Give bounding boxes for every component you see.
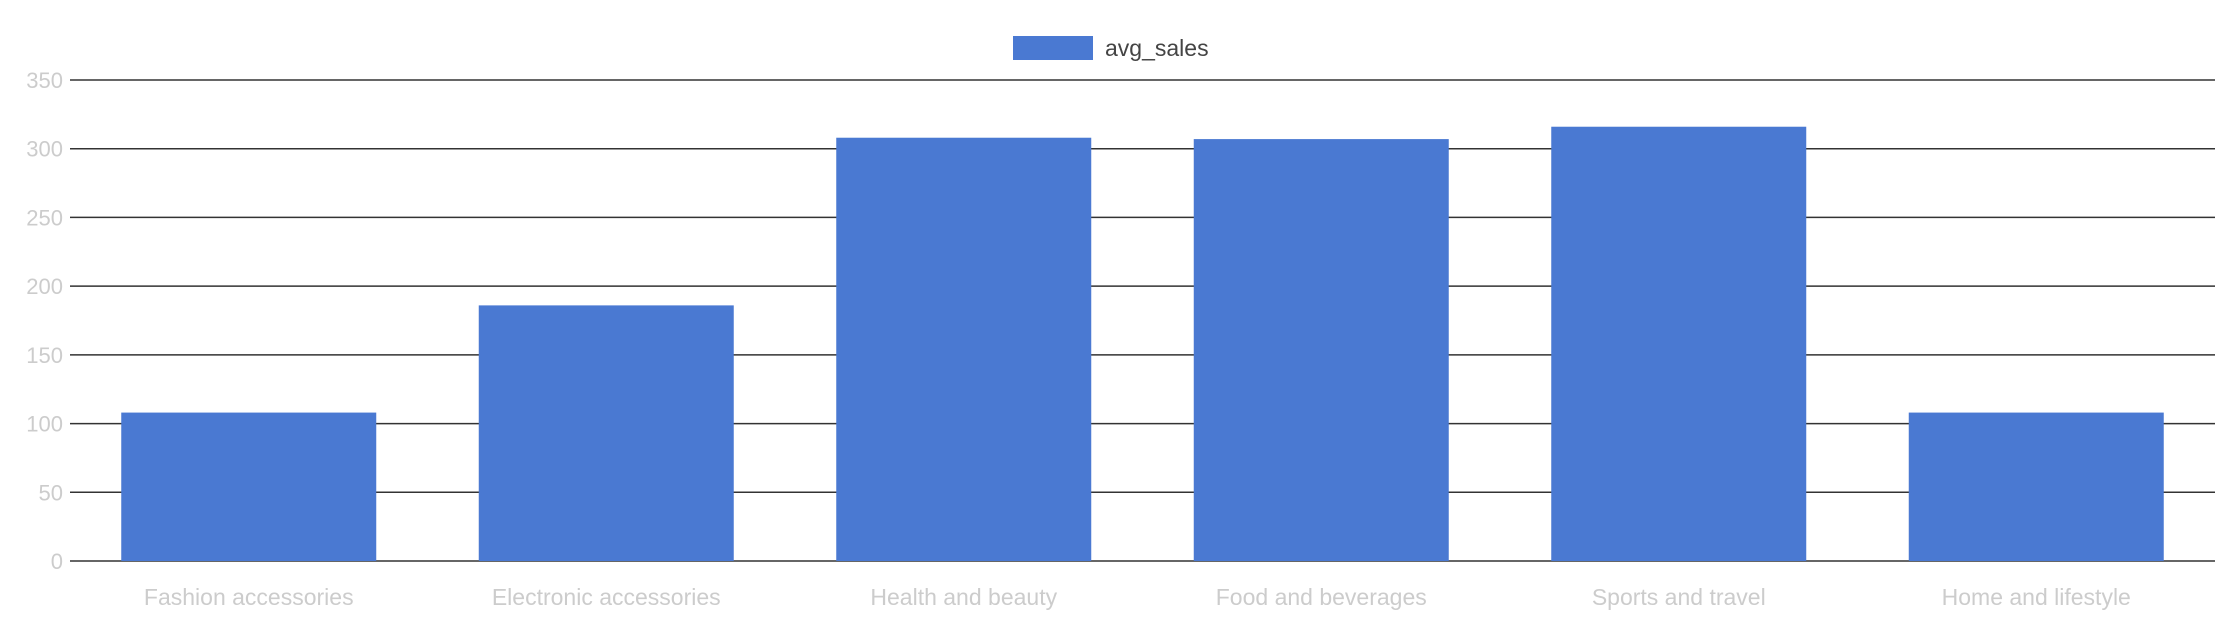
bar[interactable] — [1551, 126, 1807, 562]
y-tick-label: 250 — [26, 205, 63, 230]
bar[interactable] — [1908, 412, 2164, 561]
legend: avg_sales — [1013, 35, 1209, 61]
bars — [121, 126, 2164, 562]
bar[interactable] — [1193, 139, 1449, 561]
y-tick-label: 300 — [26, 137, 63, 162]
y-tick-label: 150 — [26, 343, 63, 368]
x-category-label: Health and beauty — [870, 584, 1057, 610]
bar[interactable] — [836, 137, 1092, 561]
y-tick-label: 50 — [39, 480, 63, 505]
gridlines — [70, 79, 2215, 562]
y-tick-label: 350 — [26, 68, 63, 93]
y-tick-label: 100 — [26, 412, 63, 437]
y-axis-tick-labels: 0 50 100 150 200 250 300 350 — [26, 68, 63, 574]
bar[interactable] — [478, 305, 734, 561]
bar[interactable] — [121, 412, 377, 561]
y-tick-label: 0 — [51, 549, 63, 574]
x-category-label: Fashion accessories — [144, 584, 354, 610]
x-category-label: Sports and travel — [1592, 584, 1766, 610]
y-tick-label: 200 — [26, 274, 63, 299]
x-category-label: Home and lifestyle — [1942, 584, 2131, 610]
legend-label-avg-sales: avg_sales — [1105, 35, 1209, 61]
legend-swatch-avg-sales — [1013, 36, 1093, 60]
x-category-label: Food and beverages — [1216, 584, 1427, 610]
x-category-label: Electronic accessories — [492, 584, 721, 610]
x-axis-category-labels: Fashion accessories Electronic accessorie… — [144, 584, 2131, 610]
